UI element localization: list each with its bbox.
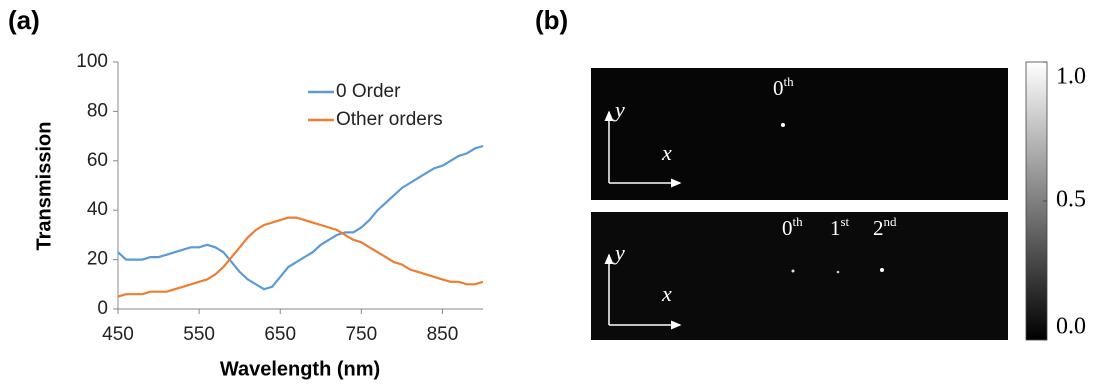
colorbar-tick-label: 0.5 — [1056, 187, 1086, 213]
x-tick-label: 750 — [345, 324, 377, 345]
spot — [880, 268, 884, 272]
x-axis-label: Wavelength (nm) — [220, 358, 380, 380]
order-number: 1 — [830, 216, 841, 240]
axis-y-label: y — [613, 97, 625, 122]
legend-label: 0 Order — [336, 81, 401, 102]
page: (a) (b) Wavelength (nm) Transmission y x… — [0, 0, 1113, 389]
x-tick-label: 650 — [264, 324, 296, 345]
figure: (a) (b) Wavelength (nm) Transmission y x… — [0, 0, 1113, 389]
order-number: 2 — [873, 216, 884, 240]
x-tick-label: 850 — [427, 324, 459, 345]
panel-label: (a) — [8, 5, 40, 35]
series-line — [118, 218, 483, 297]
spot — [781, 123, 785, 127]
image-bottom — [591, 212, 1008, 340]
order-number: 0 — [782, 216, 793, 240]
y-tick-label: 80 — [87, 100, 108, 121]
spot — [837, 271, 840, 274]
order-suffix: nd — [884, 214, 898, 229]
image-top — [591, 68, 1008, 200]
y-tick-label: 60 — [87, 150, 108, 171]
y-tick-label: 100 — [76, 51, 108, 72]
x-tick-label: 550 — [183, 324, 215, 345]
order-suffix: th — [784, 74, 795, 89]
spot — [792, 270, 795, 273]
y-tick-label: 40 — [87, 199, 108, 220]
order-suffix: th — [793, 214, 804, 229]
axis-x-label: x — [661, 281, 672, 306]
y-tick-label: 0 — [97, 298, 108, 319]
y-axis-label: Transmission — [33, 122, 55, 251]
order-number: 0 — [773, 76, 784, 100]
axis-y-label: y — [613, 240, 625, 265]
colorbar-tick-label: 1.0 — [1056, 64, 1086, 90]
legend-label: Other orders — [336, 109, 443, 130]
x-tick-label: 450 — [102, 324, 134, 345]
series-line — [118, 146, 483, 289]
y-tick-label: 20 — [87, 249, 108, 270]
panel-label: (b) — [535, 5, 568, 35]
axis-x-label: x — [661, 140, 672, 165]
order-suffix: st — [841, 214, 850, 229]
colorbar-tick-label: 0.0 — [1056, 314, 1086, 340]
